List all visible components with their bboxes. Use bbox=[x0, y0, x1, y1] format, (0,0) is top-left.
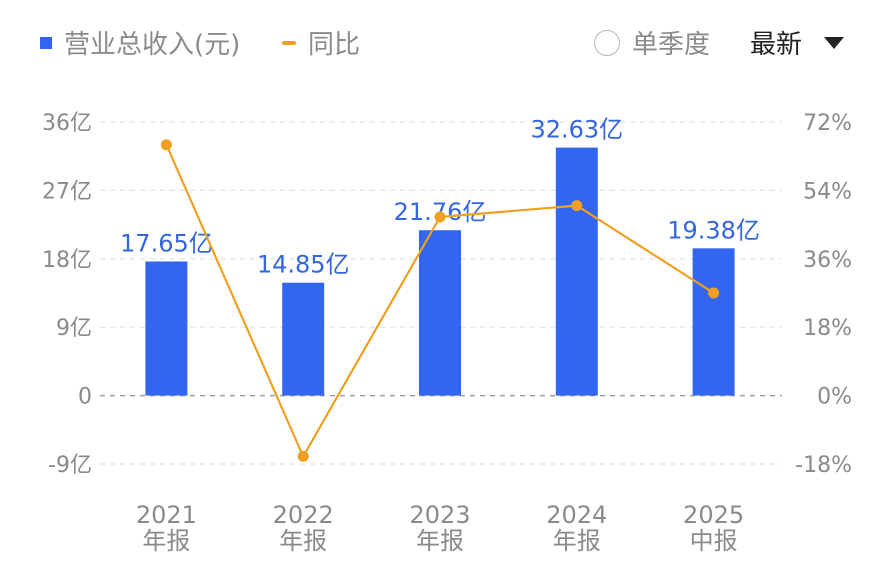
yoy-point bbox=[434, 211, 446, 223]
legend-yoy-label: 同比 bbox=[308, 30, 361, 60]
y-left-tick-label: 9亿 bbox=[56, 316, 92, 341]
revenue-bar bbox=[282, 282, 325, 396]
revenue-bar bbox=[419, 230, 461, 396]
x-tick-year: 2023 bbox=[409, 501, 470, 529]
single-quarter-toggle[interactable]: 单季度 bbox=[594, 24, 710, 61]
legend-revenue-label: 营业总收入(元) bbox=[64, 30, 241, 60]
y-left-tick-label: 27亿 bbox=[42, 179, 92, 204]
legend-yoy[interactable]: 同比 bbox=[282, 24, 360, 61]
caret-down-icon[interactable] bbox=[824, 36, 845, 49]
x-tick-year: 2025 bbox=[683, 501, 744, 529]
revenue-bar bbox=[555, 147, 598, 396]
y-right-tick-label: 0% bbox=[817, 385, 852, 410]
y-right-tick-label: 36% bbox=[803, 248, 852, 273]
yoy-point bbox=[160, 139, 172, 151]
period-dropdown-label: 最新 bbox=[750, 30, 803, 60]
x-tick-year: 2024 bbox=[546, 501, 607, 529]
revenue-bar bbox=[692, 248, 735, 396]
x-tick-period: 年报 bbox=[142, 527, 190, 555]
y-right-tick-label: -18% bbox=[795, 453, 852, 478]
legend-bar-swatch bbox=[40, 36, 52, 49]
y-right-tick-label: 54% bbox=[803, 179, 852, 204]
yoy-point bbox=[297, 450, 309, 462]
yoy-point bbox=[571, 200, 583, 212]
y-left-tick-label: 18亿 bbox=[42, 248, 92, 273]
bar-value-label: 17.65亿 bbox=[120, 229, 213, 257]
revenue-bar bbox=[145, 261, 188, 396]
y-right-tick-label: 72% bbox=[803, 111, 852, 136]
bar-value-label: 32.63亿 bbox=[530, 116, 623, 144]
x-tick-period: 年报 bbox=[416, 527, 464, 555]
radio-icon[interactable] bbox=[594, 29, 620, 56]
x-tick-period: 年报 bbox=[279, 527, 327, 555]
yoy-point bbox=[708, 287, 720, 299]
single-quarter-label: 单季度 bbox=[632, 30, 711, 60]
legend-revenue[interactable]: 营业总收入(元) bbox=[40, 24, 240, 61]
bar-value-label: 14.85亿 bbox=[257, 251, 350, 279]
x-tick-period: 中报 bbox=[690, 527, 738, 555]
y-left-tick-label: 0 bbox=[78, 385, 92, 410]
bar-value-label: 19.38亿 bbox=[667, 216, 760, 244]
y-left-tick-label: 36亿 bbox=[42, 111, 92, 136]
x-tick-period: 年报 bbox=[553, 527, 601, 555]
period-dropdown[interactable]: 最新 bbox=[750, 24, 845, 61]
y-left-tick-label: -9亿 bbox=[48, 453, 92, 478]
y-right-tick-label: 18% bbox=[803, 316, 852, 341]
x-tick-year: 2022 bbox=[273, 501, 334, 529]
legend-line-swatch bbox=[282, 40, 296, 45]
x-tick-year: 2021 bbox=[136, 501, 197, 529]
